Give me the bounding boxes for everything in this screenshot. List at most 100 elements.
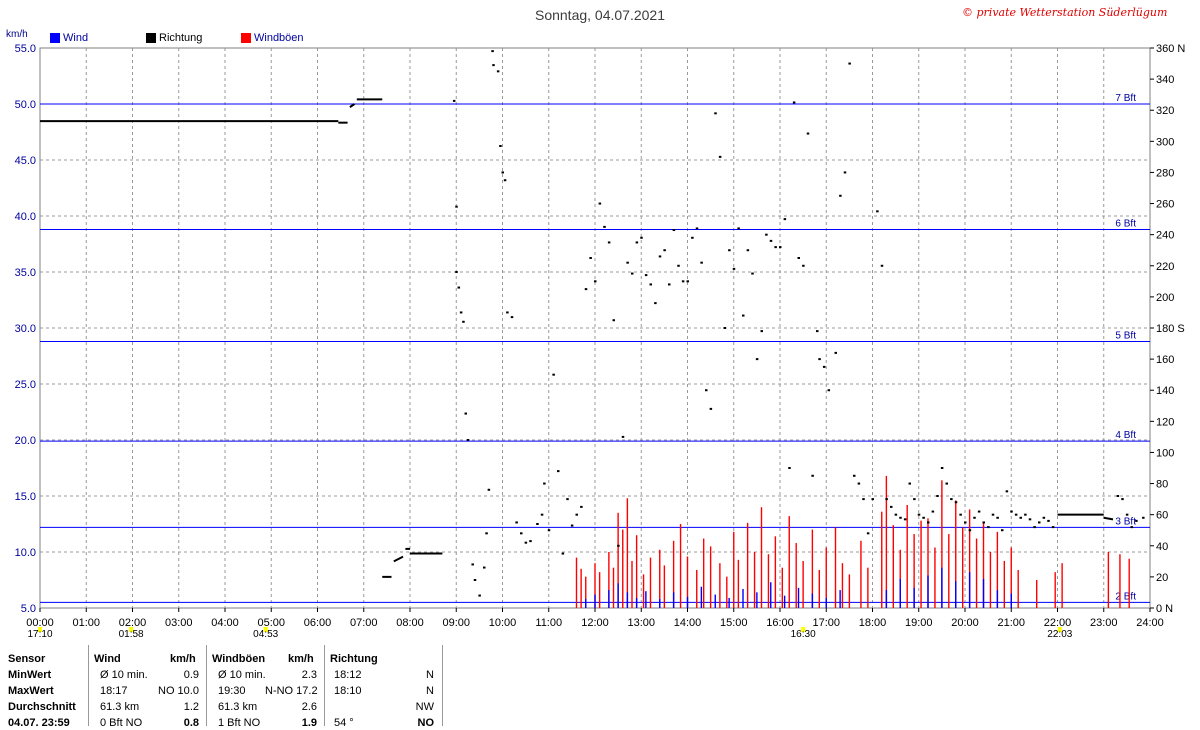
direction-point xyxy=(649,283,652,286)
direction-point xyxy=(728,249,731,252)
direction-point xyxy=(510,316,514,319)
direction-point xyxy=(668,283,671,286)
direction-point xyxy=(626,261,629,264)
legend-label-wind: Wind xyxy=(63,32,89,44)
x-tick-label: 17:00 xyxy=(812,617,840,629)
stats-wind-detail: NO 10.0 xyxy=(158,685,199,697)
stats-gust-detail: N-NO 17.2 xyxy=(265,685,318,697)
stats-wind-detail: 61.3 km xyxy=(100,701,140,713)
direction-point xyxy=(927,521,930,524)
y-right-tick-label: 40 xyxy=(1156,541,1168,553)
sun-marker xyxy=(1057,627,1062,632)
direction-point xyxy=(760,330,763,333)
direction-point xyxy=(931,510,935,513)
direction-point xyxy=(964,521,967,524)
beaufort-label: 4 Bft xyxy=(1115,430,1136,441)
direction-point xyxy=(1038,521,1041,524)
x-tick-label: 19:00 xyxy=(905,617,933,629)
direction-point xyxy=(677,264,680,267)
direction-point xyxy=(871,498,874,501)
x-tick-label: 08:00 xyxy=(396,617,424,629)
direction-point xyxy=(755,358,759,361)
direction-point xyxy=(746,249,750,252)
y-left-tick-label: 15.0 xyxy=(15,491,36,503)
direction-point xyxy=(834,351,837,354)
stats-dir-time: 54 ° xyxy=(334,717,354,729)
x-tick-label: 12:00 xyxy=(581,617,609,629)
legend-swatch-wind xyxy=(50,33,60,43)
direction-point xyxy=(635,241,639,244)
sun-time-label: 22:03 xyxy=(1047,629,1072,640)
direction-point xyxy=(621,435,625,438)
direction-point xyxy=(723,327,726,329)
stats-header: Richtung xyxy=(330,653,378,665)
y-right-tick-label: 300 xyxy=(1156,136,1174,148)
direction-point xyxy=(570,524,574,527)
direction-point xyxy=(973,516,976,519)
x-tick-label: 09:00 xyxy=(442,617,470,629)
direction-point xyxy=(890,505,893,508)
direction-point xyxy=(536,523,539,525)
direction-point xyxy=(464,412,467,415)
direction-point xyxy=(1024,513,1027,516)
direction-point xyxy=(1005,490,1009,493)
stats-gust-detail: Ø 10 min. xyxy=(218,669,266,681)
stats-gust-value: 2.6 xyxy=(301,701,317,713)
direction-point xyxy=(705,389,708,392)
direction-point xyxy=(575,513,578,516)
stats-divider xyxy=(88,645,89,726)
direction-point xyxy=(917,513,921,516)
direction-point xyxy=(529,540,532,543)
x-tick-label: 00:00 xyxy=(26,617,54,629)
direction-point xyxy=(709,407,713,410)
sun-time-label: 04:53 xyxy=(253,629,278,640)
stats-wind-detail: 0 Bft NO xyxy=(100,717,143,729)
direction-point xyxy=(471,563,474,566)
direction-segment xyxy=(1103,516,1114,521)
direction-point xyxy=(644,274,648,277)
direction-point xyxy=(899,516,902,519)
direction-point xyxy=(774,246,777,249)
moon-time-label: 17:10 xyxy=(27,629,52,640)
y-right-tick-label: 100 xyxy=(1156,447,1174,459)
y-right-tick-label: 360 N xyxy=(1156,43,1185,55)
direction-point xyxy=(848,62,851,65)
direction-point xyxy=(816,330,819,333)
direction-point xyxy=(455,271,458,273)
direction-point xyxy=(492,64,495,67)
y-right-tick-label: 180 S xyxy=(1156,323,1185,335)
beaufort-label: 6 Bft xyxy=(1115,218,1136,229)
event-time-label: 16:30 xyxy=(791,629,816,640)
x-tick-label: 21:00 xyxy=(997,617,1025,629)
y-left-tick-label: 40.0 xyxy=(15,211,36,223)
direction-point xyxy=(506,311,509,314)
y-right-tick-label: 0 N xyxy=(1156,603,1173,615)
stats-wind-value: 1.2 xyxy=(183,701,199,713)
stats-row-label: Durchschnitt xyxy=(8,701,76,713)
direction-point xyxy=(503,179,507,182)
direction-point xyxy=(843,171,847,174)
direction-point xyxy=(959,513,962,516)
beaufort-label: 7 Bft xyxy=(1115,93,1136,104)
direction-point xyxy=(936,495,939,497)
direction-point xyxy=(459,311,463,314)
direction-point xyxy=(913,498,916,501)
moon-marker xyxy=(38,627,42,632)
y-right-tick-label: 140 xyxy=(1156,385,1174,397)
y-left-tick-label: 35.0 xyxy=(15,267,36,279)
direction-point xyxy=(1028,518,1032,521)
direction-point xyxy=(718,155,722,158)
direction-point xyxy=(520,532,523,535)
direction-point xyxy=(515,521,518,524)
direction-point xyxy=(1130,526,1133,529)
direction-point xyxy=(466,439,470,441)
direction-point xyxy=(1019,516,1022,519)
direction-point xyxy=(1047,519,1050,522)
x-tick-label: 24:00 xyxy=(1136,617,1164,629)
event-marker xyxy=(801,627,806,632)
y-right-tick-label: 320 xyxy=(1156,105,1174,117)
y-right-tick-label: 260 xyxy=(1156,199,1174,211)
direction-point xyxy=(732,267,736,270)
x-tick-label: 23:00 xyxy=(1090,617,1118,629)
direction-point xyxy=(612,319,615,322)
